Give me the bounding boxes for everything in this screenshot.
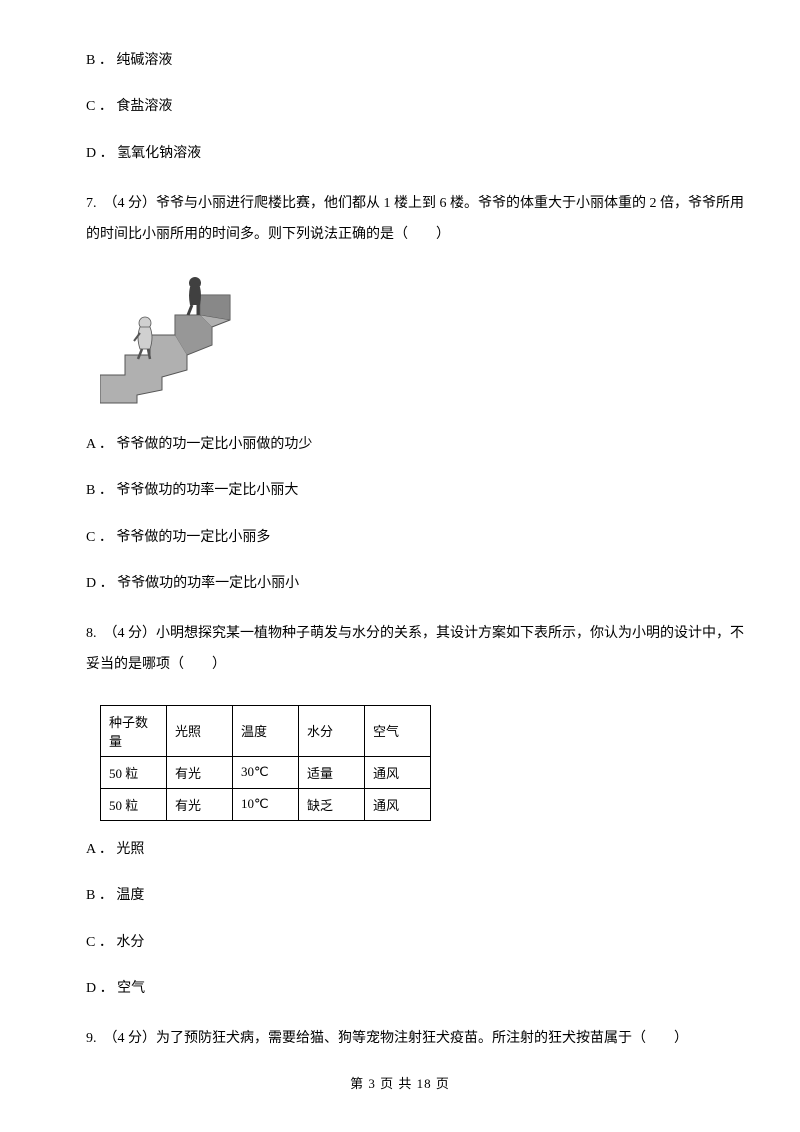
q8-option-b: B ． 温度 — [86, 885, 750, 907]
td: 50 粒 — [101, 756, 167, 788]
td: 50 粒 — [101, 788, 167, 820]
question-8: 8. （4 分）小明想探究某一植物种子萌发与水分的关系，其设计方案如下表所示，你… — [86, 619, 750, 681]
question-7-text: 7. （4 分）爷爷与小丽进行爬楼比赛，他们都从 1 楼上到 6 楼。爷爷的体重… — [86, 196, 744, 242]
table-row: 50 粒 有光 30℃ 适量 通风 — [101, 756, 431, 788]
q8-option-a: A ． 光照 — [86, 839, 750, 861]
page-footer: 第 3 页 共 18 页 — [0, 1073, 800, 1092]
option-c: C ． 食盐溶液 — [86, 96, 750, 118]
q7-option-b: B ． 爷爷做功的功率一定比小丽大 — [86, 480, 750, 502]
th-water: 水分 — [299, 705, 365, 756]
td: 30℃ — [233, 756, 299, 788]
question-9-text: 9. （4 分）为了预防狂犬病，需要给猫、狗等宠物注射狂犬疫苗。所注射的狂犬按苗… — [86, 1031, 688, 1046]
th-seed-count: 种子数量 — [101, 705, 167, 756]
q8-option-c: C ． 水分 — [86, 932, 750, 954]
question-7: 7. （4 分）爷爷与小丽进行爬楼比赛，他们都从 1 楼上到 6 楼。爷爷的体重… — [86, 189, 750, 251]
td: 通风 — [365, 756, 431, 788]
experiment-table: 种子数量 光照 温度 水分 空气 50 粒 有光 30℃ 适量 通风 50 粒 … — [100, 705, 431, 821]
question-9: 9. （4 分）为了预防狂犬病，需要给猫、狗等宠物注射狂犬疫苗。所注射的狂犬按苗… — [86, 1024, 750, 1055]
q7-option-d: D ． 爷爷做功的功率一定比小丽小 — [86, 573, 750, 595]
stairs-icon — [100, 275, 240, 405]
stairs-figure — [100, 275, 750, 410]
td: 有光 — [167, 788, 233, 820]
td: 缺乏 — [299, 788, 365, 820]
td: 通风 — [365, 788, 431, 820]
td: 有光 — [167, 756, 233, 788]
option-b: B ． 纯碱溶液 — [86, 50, 750, 72]
option-d: D ． 氢氧化钠溶液 — [86, 143, 750, 165]
q8-option-d: D ． 空气 — [86, 978, 750, 1000]
table-row: 50 粒 有光 10℃ 缺乏 通风 — [101, 788, 431, 820]
q7-option-c: C ． 爷爷做的功一定比小丽多 — [86, 527, 750, 549]
th-light: 光照 — [167, 705, 233, 756]
td: 适量 — [299, 756, 365, 788]
table-row: 种子数量 光照 温度 水分 空气 — [101, 705, 431, 756]
th-temp: 温度 — [233, 705, 299, 756]
td: 10℃ — [233, 788, 299, 820]
th-air: 空气 — [365, 705, 431, 756]
page-content: B ． 纯碱溶液 C ． 食盐溶液 D ． 氢氧化钠溶液 7. （4 分）爷爷与… — [0, 0, 800, 1055]
q7-option-a: A ． 爷爷做的功一定比小丽做的功少 — [86, 434, 750, 456]
question-8-text: 8. （4 分）小明想探究某一植物种子萌发与水分的关系，其设计方案如下表所示，你… — [86, 626, 744, 672]
